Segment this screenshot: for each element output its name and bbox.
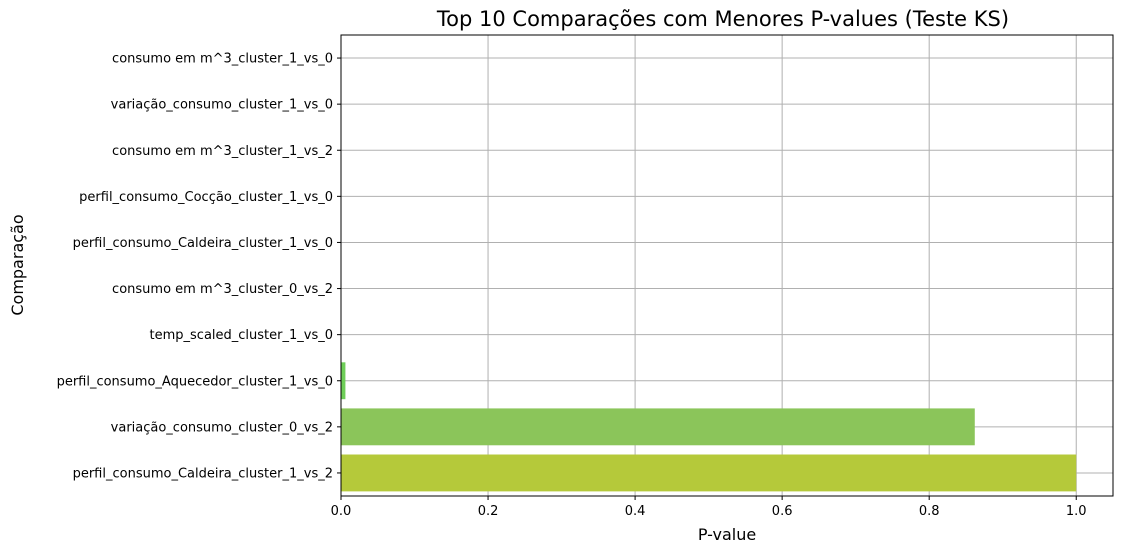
y-tick-label: perfil_consumo_Cocção_cluster_1_vs_0 — [79, 190, 333, 205]
y-tick-label: variação_consumo_cluster_1_vs_0 — [111, 98, 333, 113]
y-tick-label: variação_consumo_cluster_0_vs_2 — [111, 420, 333, 435]
y-tick-label: consumo em m^3_cluster_1_vs_0 — [112, 52, 333, 67]
y-tick-label: perfil_consumo_Aquecedor_cluster_1_vs_0 — [57, 374, 333, 389]
y-tick-label: perfil_consumo_Caldeira_cluster_1_vs_0 — [73, 236, 333, 251]
x-tick-label: 0.2 — [478, 504, 499, 519]
y-tick-label: perfil_consumo_Caldeira_cluster_1_vs_2 — [73, 466, 333, 481]
bar — [341, 454, 1077, 492]
x-tick-label: 0.0 — [331, 504, 352, 519]
y-axis-ticks: consumo em m^3_cluster_1_vs_0 variação_co… — [57, 52, 341, 481]
x-tick-label: 1.0 — [1066, 504, 1087, 519]
chart-title: Top 10 Comparações com Menores P-values … — [436, 7, 1009, 31]
x-axis-label: P-value — [698, 525, 756, 544]
y-tick-label: consumo em m^3_cluster_0_vs_2 — [112, 282, 333, 297]
y-axis-label: Comparação — [8, 214, 27, 315]
x-tick-label: 0.6 — [772, 504, 793, 519]
bars — [341, 362, 1077, 492]
bar — [341, 362, 346, 400]
grid-lines — [340, 35, 1113, 496]
bar — [341, 408, 975, 446]
x-tick-label: 0.4 — [625, 504, 646, 519]
x-tick-label: 0.8 — [919, 504, 940, 519]
x-axis-ticks: 0.0 0.2 0.4 0.6 0.8 1.0 — [331, 496, 1087, 519]
y-tick-label: consumo em m^3_cluster_1_vs_2 — [112, 144, 333, 159]
y-tick-label: temp_scaled_cluster_1_vs_0 — [150, 328, 333, 343]
plot-frame — [340, 34, 1114, 497]
